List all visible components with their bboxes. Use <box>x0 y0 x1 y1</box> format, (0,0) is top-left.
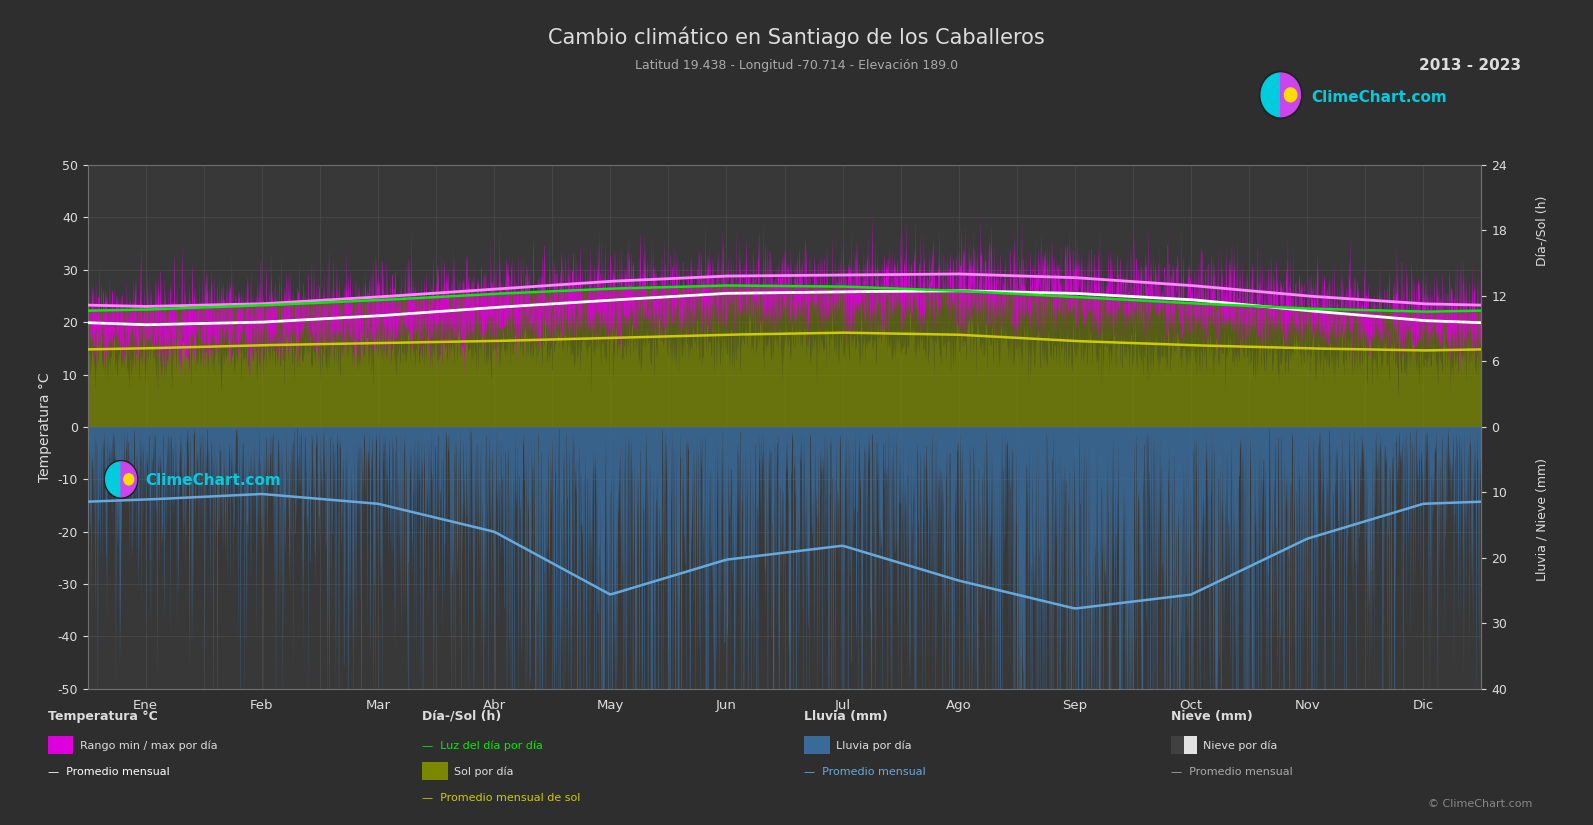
Text: —  Promedio mensual: — Promedio mensual <box>804 767 926 777</box>
Wedge shape <box>105 462 121 497</box>
Text: —  Promedio mensual: — Promedio mensual <box>48 767 169 777</box>
Text: Lluvia / Nieve (mm): Lluvia / Nieve (mm) <box>1536 458 1548 582</box>
Text: Lluvia (mm): Lluvia (mm) <box>804 710 889 723</box>
Text: Día-/Sol (h): Día-/Sol (h) <box>422 710 502 723</box>
Y-axis label: Temperatura °C: Temperatura °C <box>38 372 53 482</box>
Wedge shape <box>1281 73 1300 116</box>
Circle shape <box>1284 88 1297 101</box>
Circle shape <box>124 474 134 485</box>
Text: —  Promedio mensual de sol: — Promedio mensual de sol <box>422 793 580 803</box>
Text: Cambio climático en Santiago de los Caballeros: Cambio climático en Santiago de los Caba… <box>548 26 1045 48</box>
Text: —  Promedio mensual: — Promedio mensual <box>1171 767 1292 777</box>
Text: Rango min / max por día: Rango min / max por día <box>80 741 217 751</box>
Text: Temperatura °C: Temperatura °C <box>48 710 158 723</box>
Text: ClimeChart.com: ClimeChart.com <box>145 473 280 488</box>
Text: Latitud 19.438 - Longitud -70.714 - Elevación 189.0: Latitud 19.438 - Longitud -70.714 - Elev… <box>636 59 957 73</box>
Text: 2013 - 2023: 2013 - 2023 <box>1419 59 1521 73</box>
Text: —  Luz del día por día: — Luz del día por día <box>422 741 543 751</box>
Wedge shape <box>121 462 137 497</box>
Circle shape <box>1260 71 1301 119</box>
Text: Día-/Sol (h): Día-/Sol (h) <box>1536 196 1548 266</box>
Wedge shape <box>1262 73 1281 116</box>
Text: Nieve (mm): Nieve (mm) <box>1171 710 1252 723</box>
Text: Sol por día: Sol por día <box>454 767 513 777</box>
Text: ClimeChart.com: ClimeChart.com <box>1311 90 1446 105</box>
Circle shape <box>104 460 139 498</box>
Text: Lluvia por día: Lluvia por día <box>836 741 911 751</box>
Text: © ClimeChart.com: © ClimeChart.com <box>1427 799 1532 809</box>
Text: Nieve por día: Nieve por día <box>1203 741 1278 751</box>
